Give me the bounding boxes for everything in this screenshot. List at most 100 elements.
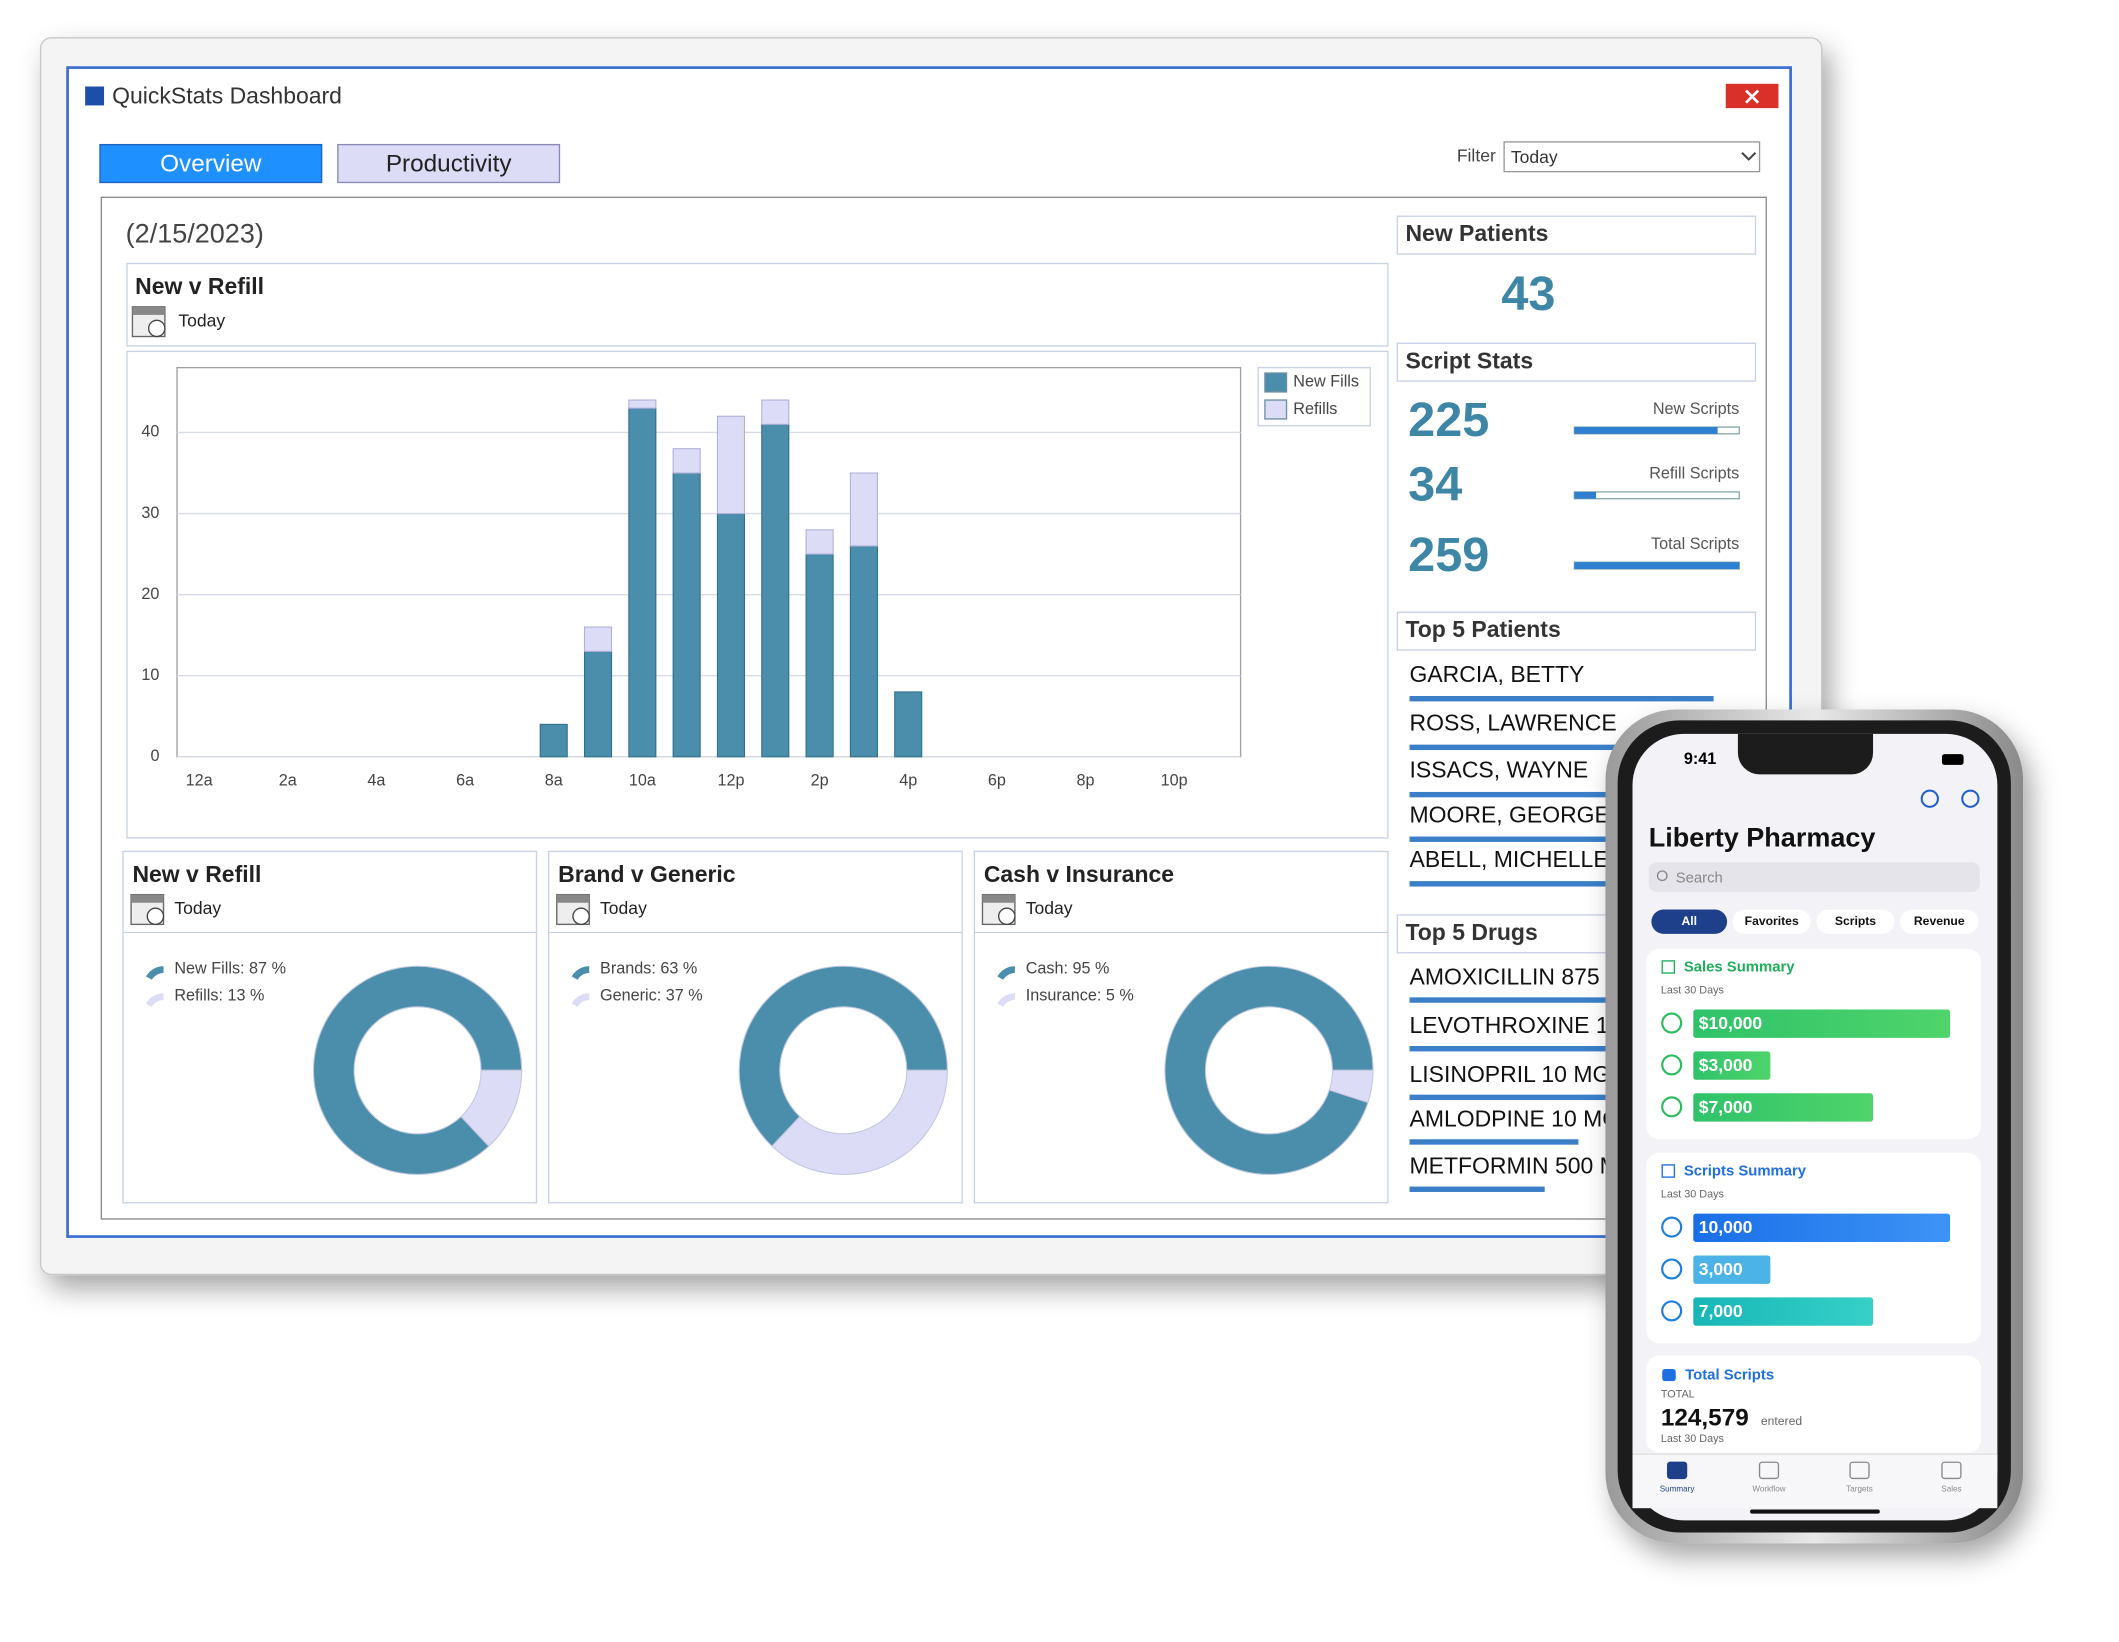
legend-icon (571, 966, 590, 980)
patient-bar (1409, 791, 1660, 798)
row-icon (1661, 1216, 1683, 1238)
drug-name: LEVOTHROXINE 10 (1410, 1012, 1622, 1038)
clock-icon (147, 319, 166, 338)
dropdown-arrow (1741, 152, 1757, 161)
panel-header (1396, 215, 1757, 255)
card-icon (1661, 1164, 1676, 1178)
patient-bar (1409, 881, 1606, 887)
search-placeholder: Search (1676, 870, 1723, 886)
stat-bar (1574, 491, 1597, 499)
donut-slice (1164, 965, 1374, 1175)
bar (805, 529, 834, 555)
total-value: 124,579 (1661, 1404, 1749, 1431)
history-icon[interactable] (1920, 789, 1939, 808)
search-field[interactable] (1648, 862, 1980, 892)
profile-icon[interactable] (1961, 789, 1980, 808)
legend-icon (997, 966, 1015, 980)
segment-active[interactable] (1651, 909, 1728, 934)
nav-icon[interactable] (1849, 1461, 1870, 1480)
summary-bar (1693, 1093, 1874, 1122)
search-icon (1656, 870, 1668, 882)
nav-icon[interactable] (1666, 1461, 1688, 1480)
stat-value: 34 (1408, 458, 1462, 512)
plot-area (176, 366, 1242, 758)
card-title: Sales Summary (1684, 960, 1795, 976)
bar-label: 10,000 (1699, 1217, 1753, 1237)
chart-header (126, 262, 1389, 347)
stat-track (1573, 491, 1740, 500)
calendar-top (132, 306, 165, 315)
x-tick-label: 8p (1076, 771, 1094, 789)
donut-slice (313, 965, 523, 1175)
segment-label: Revenue (1914, 914, 1965, 928)
battery (1941, 754, 1964, 765)
legend-swatch (1264, 372, 1288, 393)
clock-icon (146, 907, 165, 926)
legend-label: Refills (1293, 400, 1337, 418)
drug-bar (1409, 1139, 1579, 1145)
patient-bar (1409, 744, 1687, 751)
x-tick-label: 10p (1161, 771, 1188, 789)
x-tick-label: 6a (456, 771, 475, 789)
patient-name: GARCIA, BETTY (1410, 661, 1585, 687)
nav-label: Sales (1941, 1484, 1961, 1493)
nav-label: Targets (1846, 1484, 1873, 1493)
summary-card (1646, 948, 1982, 1140)
summary-bar (1693, 1297, 1874, 1326)
summary-card (1646, 1152, 1982, 1344)
panel-header (1396, 342, 1757, 382)
patient-bar (1409, 695, 1714, 702)
filter-dropdown[interactable] (1503, 141, 1761, 173)
panel-header (1396, 611, 1757, 651)
donut-slice (771, 1069, 948, 1175)
donut-slice (460, 1069, 523, 1147)
x-tick-label: 4p (899, 771, 917, 789)
legend-label: New Fills (1293, 373, 1359, 391)
nav-icon[interactable] (1758, 1461, 1780, 1480)
bar-label: 3,000 (1699, 1259, 1743, 1279)
segment[interactable] (1732, 909, 1811, 934)
status-time: 9:41 (1684, 750, 1716, 768)
tab-overview[interactable] (99, 143, 323, 184)
bar (849, 472, 878, 547)
tab-productivity[interactable] (337, 143, 561, 184)
segment[interactable] (1900, 909, 1979, 934)
bar (761, 399, 790, 425)
tab-bar (1632, 1454, 1998, 1509)
window-title: QuickStats Dashboard (112, 82, 342, 108)
donut-slice (1328, 1069, 1374, 1104)
x-tick-label: 6p (988, 771, 1006, 789)
summary-bar (1693, 1255, 1771, 1284)
segment[interactable] (1816, 909, 1895, 934)
app-icon (85, 86, 105, 106)
drug-bar (1409, 1186, 1545, 1192)
bar (805, 553, 834, 758)
legend-swatch (1264, 399, 1288, 420)
legend-label: Brands: 63 % (600, 959, 697, 977)
legend-label: Generic: 37 % (600, 986, 703, 1004)
home-indicator (1750, 1509, 1880, 1514)
summary-bar (1693, 1009, 1951, 1038)
stat-bar (1574, 562, 1740, 569)
nav-label: Workflow (1752, 1484, 1785, 1493)
bar (672, 472, 701, 758)
patient-name: MOORE, GEORGE (1410, 801, 1610, 827)
patient-name: ISSACS, WAYNE (1410, 757, 1589, 783)
bar (849, 545, 878, 758)
chart-subtitle: Today (178, 310, 225, 330)
drug-name: AMOXICILLIN 875 M (1410, 964, 1626, 990)
tab-label: Productivity (386, 150, 513, 177)
donut-slice (738, 965, 948, 1147)
x-tick-label: 12p (717, 771, 744, 789)
drug-name: AMLODPINE 10 MG (1410, 1105, 1621, 1131)
row-icon (1661, 1054, 1683, 1076)
bar (628, 399, 657, 409)
chart-title: New v Refill (135, 273, 264, 299)
nav-icon[interactable] (1941, 1461, 1962, 1480)
row-icon (1661, 1096, 1683, 1118)
calendar-top (556, 894, 590, 903)
x-tick-label: 10a (629, 771, 657, 789)
patient-name: ROSS, LAWRENCE (1410, 709, 1617, 735)
chart-title: Brand v Generic (558, 861, 736, 887)
